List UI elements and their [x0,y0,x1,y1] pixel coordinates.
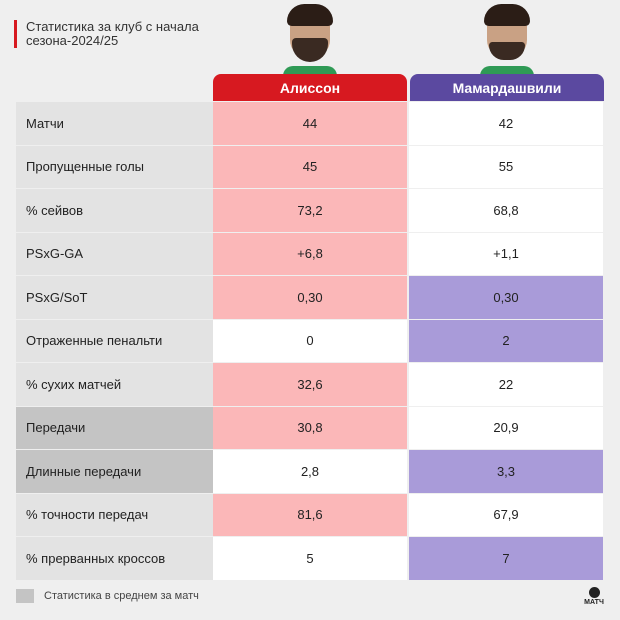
table-row: Отраженные пенальти 0 2 [16,319,604,363]
mamardashvili-value: 2 [409,319,603,362]
mamardashvili-value: 3,3 [409,450,603,493]
stat-label: % сейвов [16,189,213,232]
alisson-value: 32,6 [213,363,407,406]
table-row: % прерванных кроссов 5 7 [16,537,604,581]
table-row: Передачи 30,8 20,9 [16,406,604,450]
alisson-value: 30,8 [213,406,407,449]
stat-label: Передачи [16,406,213,449]
mamardashvili-value: 55 [409,145,603,188]
mamardashvili-value: 42 [409,102,603,145]
mamardashvili-value: 7 [409,537,603,580]
stat-label: PSxG-GA [16,232,213,275]
table-row: PSxG-GA +6,8 +1,1 [16,232,604,276]
table-row: % точности передач 81,6 67,9 [16,493,604,537]
player-photo-mamardashvili [472,4,542,78]
table-row: PSxG/SoT 0,30 0,30 [16,276,604,320]
stat-label: Отраженные пенальти [16,319,213,362]
alisson-value: 0 [213,319,407,362]
page-title: Статистика за клуб с начала сезона-2024/… [14,20,214,48]
stat-label: Длинные передачи [16,450,213,493]
ball-icon [588,587,600,598]
mamardashvili-value: +1,1 [409,232,603,275]
legend: Статистика в среднем за матч [16,589,199,603]
alisson-value: +6,8 [213,232,407,275]
alisson-value: 2,8 [213,450,407,493]
stat-label: Матчи [16,102,213,145]
legend-label: Статистика в среднем за матч [44,590,199,602]
alisson-value: 5 [213,537,407,580]
stat-label: % сухих матчей [16,363,213,406]
player-photo-alisson [275,4,345,78]
table-row: Матчи 44 42 [16,102,604,146]
alisson-value: 44 [213,102,407,145]
mamardashvili-value: 22 [409,363,603,406]
table-row: % сухих матчей 32,6 22 [16,363,604,407]
stat-label: % точности передач [16,493,213,536]
stat-label: % прерванных кроссов [16,537,213,580]
stats-table: Матчи 44 42 Пропущенные голы 45 55% сейво… [16,102,604,581]
stat-label: Пропущенные голы [16,145,213,188]
mamardashvili-value: 68,8 [409,189,603,232]
logo-text: МАТЧ [584,599,604,606]
table-row: % сейвов 73,2 68,8 [16,189,604,233]
player-header-mamardashvili: Мамардашвили [410,74,604,101]
table-row: Пропущенные голы 45 55 [16,145,604,189]
alisson-value: 45 [213,145,407,188]
player-header-alisson: Алиссон [213,74,407,101]
alisson-value: 0,30 [213,276,407,319]
alisson-value: 73,2 [213,189,407,232]
match-logo: МАТЧ [583,587,605,606]
alisson-value: 81,6 [213,493,407,536]
table-row: Длинные передачи 2,8 3,3 [16,450,604,494]
mamardashvili-value: 20,9 [409,406,603,449]
mamardashvili-value: 0,30 [409,276,603,319]
legend-swatch [16,589,34,603]
mamardashvili-value: 67,9 [409,493,603,536]
stat-label: PSxG/SoT [16,276,213,319]
